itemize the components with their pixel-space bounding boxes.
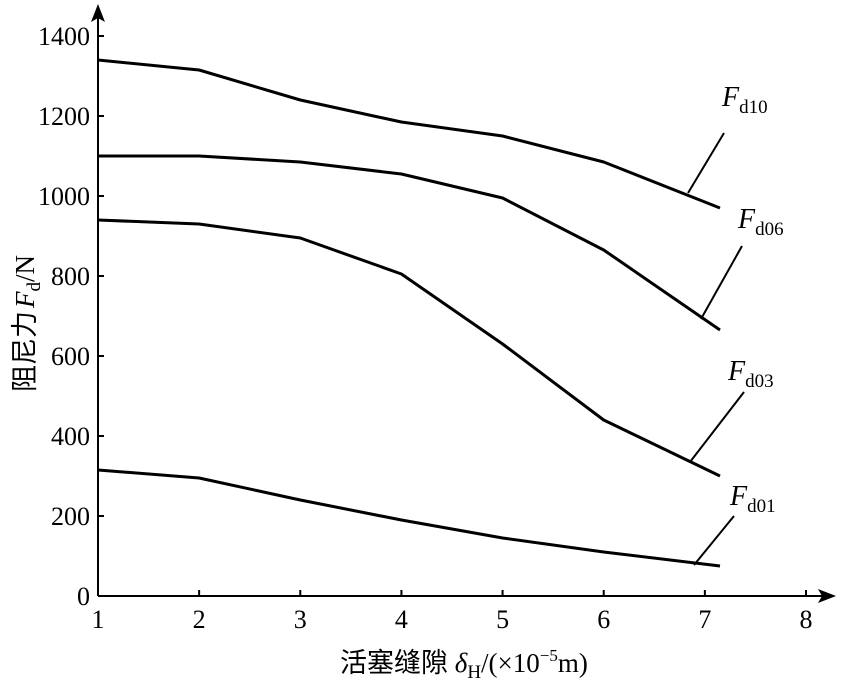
series-label-symbol: F	[737, 204, 756, 235]
x-tick-label: 6	[597, 605, 610, 634]
x-axis-title-subscript: H	[467, 662, 481, 680]
series-label-fd06: Fd06	[737, 204, 784, 240]
y-tick-label: 1200	[38, 102, 90, 131]
x-axis-title-prefix: 活塞缝隙	[340, 648, 455, 678]
series-label-symbol: F	[721, 82, 740, 113]
x-axis-arrow	[818, 589, 836, 603]
series-line-fd06	[98, 154, 721, 332]
y-axis-title-unit: /N	[10, 255, 40, 282]
x-tick-label: 8	[800, 605, 813, 634]
y-axis-title: 阻尼力 Fd/N	[10, 255, 45, 392]
tick-group: 1 2 3 4 5 6 7 8 0 200 400 600 800 1000 1200 1400	[38, 22, 813, 634]
x-tick-label: 2	[193, 605, 206, 634]
y-axis-title-subscript: d	[24, 282, 45, 292]
x-axis-title-exponent: −5	[540, 646, 558, 665]
series-label-subscript: d01	[747, 496, 776, 517]
series-label-symbol: F	[729, 481, 748, 512]
y-tick-label: 400	[51, 422, 90, 451]
series-label-subscript: d03	[745, 371, 774, 392]
x-axis-title-unit-close: m)	[558, 648, 588, 678]
series-leader-fd10	[687, 132, 725, 194]
y-tick-label: 1000	[38, 182, 90, 211]
series-line-fd03	[97, 218, 721, 478]
x-axis-title-unit-open: /(×10	[481, 648, 540, 678]
x-axis-title: 活塞缝隙 δH/(×10−5m)	[340, 646, 588, 680]
series-label-symbol: F	[727, 356, 746, 387]
y-axis-title-prefix: 阻尼力	[10, 311, 40, 392]
x-tick-label: 7	[698, 605, 711, 634]
y-axis-title-symbol: F	[10, 291, 40, 309]
series-label-fd01: Fd01	[729, 481, 776, 517]
y-tick-label: 0	[77, 582, 90, 611]
y-tick-label: 1400	[38, 22, 90, 51]
axes	[91, 4, 836, 603]
series-line-fd01	[97, 468, 721, 568]
x-axis-title-symbol: δ	[455, 648, 468, 678]
series-leader-fd03	[689, 391, 745, 463]
y-axis-arrow	[91, 4, 105, 22]
y-tick-label: 200	[51, 502, 90, 531]
y-tick-label: 600	[51, 342, 90, 371]
series-leader-fd01	[693, 515, 735, 566]
series-label-subscript: d06	[755, 219, 784, 240]
series-line-fd10	[97, 58, 721, 210]
series-group	[97, 58, 721, 568]
y-tick-label: 800	[51, 262, 90, 291]
x-tick-label: 3	[294, 605, 307, 634]
x-tick-label: 5	[496, 605, 509, 634]
x-tick-label: 4	[395, 605, 408, 634]
x-tick-label: 1	[92, 605, 105, 634]
series-leader-fd06	[700, 245, 743, 320]
series-label-fd10: Fd10	[721, 82, 768, 118]
series-label-subscript: d10	[739, 97, 768, 118]
series-label-fd03: Fd03	[727, 356, 774, 392]
